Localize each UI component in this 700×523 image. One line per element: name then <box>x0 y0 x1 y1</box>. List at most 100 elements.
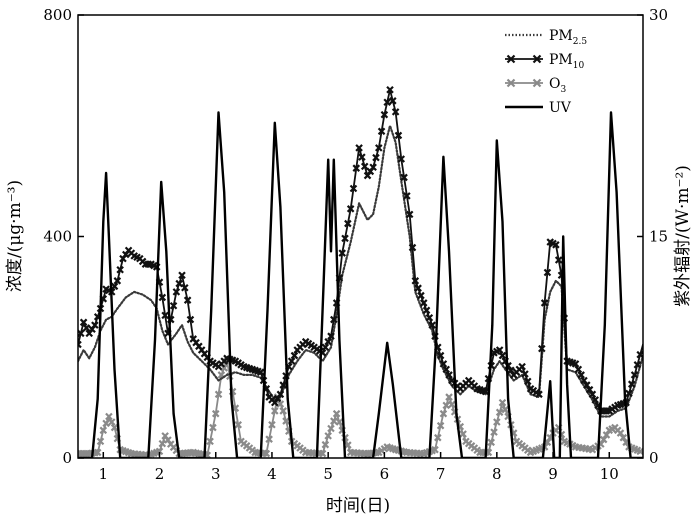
data-point-pm10 <box>403 192 411 200</box>
data-point-o3 <box>110 423 119 432</box>
data-point-pm10 <box>389 97 397 105</box>
data-point-o3 <box>501 405 510 414</box>
data-point-pm10 <box>408 243 417 252</box>
data-point-pm10 <box>290 351 299 360</box>
series-uv <box>78 111 643 458</box>
data-point-o3 <box>599 435 608 444</box>
data-point-pm10 <box>256 368 265 376</box>
y-right-tick-label: 30 <box>649 6 668 24</box>
x-tick-label: 9 <box>548 465 558 483</box>
series-line-pm10 <box>78 88 643 412</box>
data-point-pm10 <box>495 346 504 354</box>
data-point-pm10 <box>344 219 352 228</box>
data-point-o3 <box>434 433 442 442</box>
data-point-pm10 <box>386 85 394 94</box>
data-point-o3 <box>99 426 108 435</box>
data-point-pm10 <box>554 256 563 264</box>
data-point-pm10 <box>287 357 296 365</box>
data-point-pm10 <box>419 299 428 307</box>
data-point-o3 <box>276 400 285 408</box>
data-point-pm10 <box>397 155 406 163</box>
data-point-o3 <box>602 431 611 439</box>
x-tick-label: 7 <box>436 465 446 483</box>
y-right-tick-label: 0 <box>649 449 659 467</box>
data-point-pm10 <box>78 340 82 349</box>
data-point-o3 <box>636 447 643 456</box>
data-point-o3 <box>332 409 341 418</box>
data-point-pm10 <box>349 184 358 193</box>
data-point-pm10 <box>481 387 490 396</box>
data-point-pm10 <box>625 389 633 398</box>
data-point-pm10 <box>411 277 420 285</box>
data-point-pm10 <box>442 365 451 374</box>
data-point-pm10 <box>552 241 560 249</box>
data-point-pm10 <box>338 249 347 257</box>
data-point-o3 <box>279 407 287 415</box>
data-point-pm10 <box>372 153 380 162</box>
data-point-o3 <box>330 417 338 425</box>
data-point-o3 <box>209 423 217 432</box>
legend-label: O3 <box>549 76 566 95</box>
data-point-pm10 <box>391 108 400 116</box>
data-point-o3 <box>262 449 271 458</box>
data-point-pm10 <box>181 283 189 292</box>
series-pm25 <box>78 124 643 418</box>
data-point-pm10 <box>498 351 507 360</box>
x-tick-label: 5 <box>323 465 333 483</box>
data-point-o3 <box>431 445 439 454</box>
legend-marker <box>532 54 542 64</box>
y-right-tick-label: 15 <box>649 228 668 246</box>
data-point-pm10 <box>422 306 431 315</box>
legend-label: UV <box>549 100 572 116</box>
data-point-pm10 <box>383 98 391 106</box>
data-point-o3 <box>105 412 113 421</box>
data-point-o3 <box>282 417 290 425</box>
x-tick-label: 10 <box>600 465 619 483</box>
y-left-tick-label: 0 <box>62 449 72 467</box>
data-point-pm10 <box>352 164 361 172</box>
axes: 1 2 3 4 5 6 7 8 9 10 0 400 800 0 15 30 <box>43 6 668 483</box>
data-point-pm10 <box>91 321 99 329</box>
data-point-o3 <box>616 429 625 437</box>
data-point-pm10 <box>113 277 122 285</box>
data-point-pm10 <box>324 337 332 346</box>
data-point-o3 <box>619 433 628 442</box>
data-point-pm10 <box>636 350 643 359</box>
series-line-uv <box>78 111 643 458</box>
series-o3 <box>78 357 643 458</box>
data-point-pm10 <box>439 360 448 368</box>
data-point-o3 <box>324 432 332 440</box>
data-point-pm10 <box>355 144 363 152</box>
data-point-pm10 <box>183 296 192 304</box>
data-point-o3 <box>335 418 344 426</box>
legend-marker <box>506 78 516 88</box>
data-point-pm10 <box>394 131 403 140</box>
data-point-o3 <box>93 448 102 457</box>
data-point-o3 <box>321 440 330 449</box>
data-point-pm10 <box>583 381 591 389</box>
data-point-pm10 <box>369 163 377 172</box>
data-point-pm10 <box>276 390 285 399</box>
data-point-pm10 <box>279 381 287 389</box>
x-tick-label: 2 <box>155 465 165 483</box>
data-point-pm10 <box>327 332 335 340</box>
data-point-o3 <box>234 420 243 429</box>
data-point-pm10 <box>445 371 453 379</box>
x-tick-label: 1 <box>99 465 109 483</box>
data-point-pm10 <box>417 291 425 300</box>
data-point-o3 <box>158 439 167 448</box>
data-point-pm10 <box>186 315 195 324</box>
data-point-pm10 <box>571 360 580 368</box>
series-pm10 <box>78 85 643 415</box>
data-point-pm10 <box>630 371 639 379</box>
data-point-o3 <box>498 398 507 407</box>
data-point-o3 <box>107 418 116 426</box>
data-point-o3 <box>487 438 495 447</box>
data-point-o3 <box>155 447 164 456</box>
legend-marker <box>532 78 542 88</box>
data-point-pm10 <box>574 365 583 374</box>
legend-item-pm10: PM10 <box>505 52 584 71</box>
data-point-pm10 <box>321 343 330 352</box>
series-line-pm25 <box>78 124 643 418</box>
data-point-o3 <box>214 390 223 399</box>
